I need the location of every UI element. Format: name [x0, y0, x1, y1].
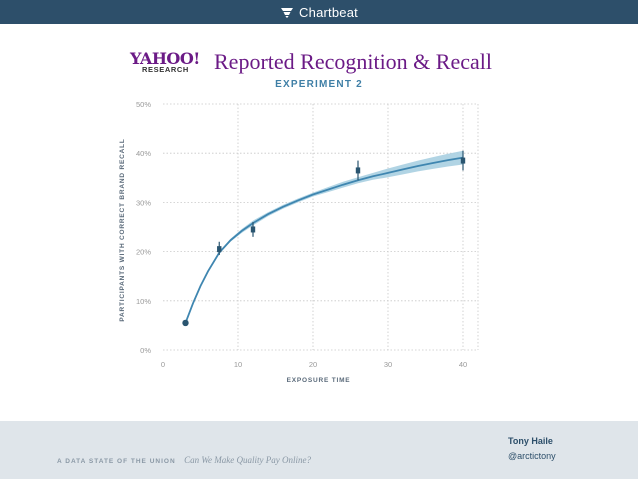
x-axis-label: EXPOSURE TIME [287, 377, 351, 384]
recall-chart: 0% 10% 20% 30% 40% 50% 0 10 20 30 40 EXPOSURE TIME… [119, 100, 479, 384]
footer-series-caps: A DATA STATE OF THE UNION [57, 458, 176, 465]
observed-point [217, 246, 222, 253]
chartbeat-logo-icon [281, 8, 294, 18]
observed-point [250, 226, 256, 233]
x-tick-label: 40 [459, 360, 467, 369]
y-tick-label: 30% [136, 198, 151, 207]
header-bar: Chartbeat [0, 0, 638, 24]
y-axis-label: PARTICIPANTS WITH CORRECT BRAND RECALL [119, 138, 126, 321]
fit-line [184, 156, 464, 324]
y-tick-label: 40% [136, 149, 151, 158]
footer-bar [0, 421, 638, 479]
confidence-band-group [185, 150, 463, 323]
footer-series-subtitle: Can We Make Quality Pay Online? [184, 455, 311, 465]
confidence-band [185, 150, 463, 323]
observed-points-group [182, 150, 466, 327]
y-tick-label: 10% [136, 297, 151, 306]
author-name: Tony Haile [508, 436, 553, 446]
y-tick-label: 20% [136, 248, 151, 257]
y-tick-label: 50% [136, 100, 151, 109]
chart-grid [163, 103, 479, 351]
brand-name: Chartbeat [299, 4, 358, 20]
chart-title: Reported Recognition & Recall [214, 49, 492, 74]
x-tick-label: 10 [234, 360, 242, 369]
x-tick-label: 0 [161, 360, 165, 369]
author-handle: @arctictony [508, 451, 556, 461]
observed-point [182, 319, 189, 327]
logo-main-text: YAHOO! [130, 49, 200, 68]
logo-sub-text: RESEARCH [142, 65, 189, 74]
y-tick-label: 0% [140, 346, 151, 355]
observed-point [460, 157, 466, 164]
x-tick-label: 20 [309, 360, 317, 369]
chart-subtitle: EXPERIMENT 2 [275, 79, 363, 90]
tick-labels-group: 0% 10% 20% 30% 40% 50% 0 10 20 30 40 [136, 100, 467, 369]
x-tick-label: 30 [384, 360, 392, 369]
footer-series-title: A DATA STATE OF THE UNION Can We Make Qu… [57, 450, 311, 468]
fit-line-group [184, 156, 464, 324]
observed-point [355, 167, 361, 174]
yahoo-research-logo: YAHOO! RESEARCH [130, 50, 208, 76]
